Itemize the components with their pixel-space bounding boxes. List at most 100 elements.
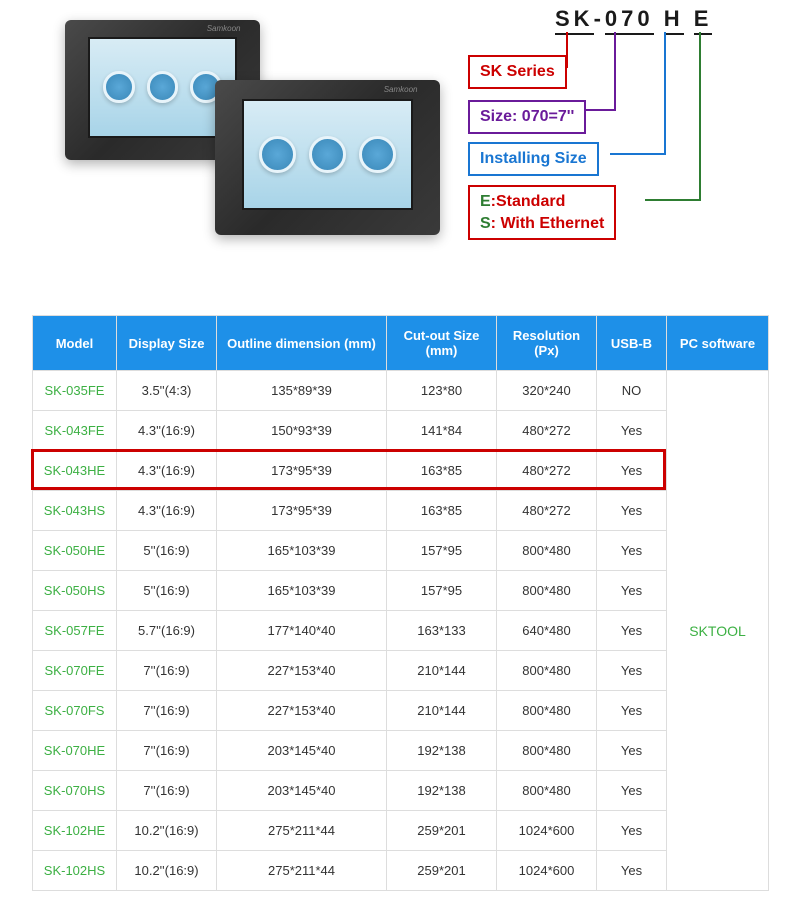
table-cell: SK-070FE — [33, 651, 117, 691]
table-cell: SK-035FE — [33, 371, 117, 411]
table-cell: 141*84 — [387, 411, 497, 451]
table-cell: 165*103*39 — [217, 571, 387, 611]
hmi-screen-icon — [309, 136, 346, 173]
table-row: SK-070FS7''(16:9)227*153*40210*144800*48… — [33, 691, 769, 731]
table-cell: SK-070FS — [33, 691, 117, 731]
table-cell: 227*153*40 — [217, 651, 387, 691]
table-cell: 480*272 — [497, 491, 597, 531]
table-header-cell: Model — [33, 316, 117, 371]
hmi-screen-icon — [359, 136, 396, 173]
table-cell: 275*211*44 — [217, 851, 387, 891]
table-cell: 640*480 — [497, 611, 597, 651]
table-cell: 192*138 — [387, 771, 497, 811]
table-cell: 135*89*39 — [217, 371, 387, 411]
table-cell: Yes — [597, 491, 667, 531]
table-header-cell: Display Size — [117, 316, 217, 371]
legend-standard: E:Standard S: With Ethernet — [468, 185, 616, 240]
table-cell: 275*211*44 — [217, 811, 387, 851]
table-cell: 800*480 — [497, 571, 597, 611]
table-row: SK-070FE7''(16:9)227*153*40210*144800*48… — [33, 651, 769, 691]
table-cell: 1024*600 — [497, 851, 597, 891]
table-cell: 4.3''(16:9) — [117, 411, 217, 451]
table-cell: 163*85 — [387, 451, 497, 491]
table-cell: SK-070HS — [33, 771, 117, 811]
hmi-brand-logo: Samkoon — [207, 24, 241, 33]
table-cell: 800*480 — [497, 731, 597, 771]
table-row: SK-057FE5.7''(16:9)177*140*40163*133640*… — [33, 611, 769, 651]
table-cell: 163*85 — [387, 491, 497, 531]
table-cell: 192*138 — [387, 731, 497, 771]
table-cell: SK-070HE — [33, 731, 117, 771]
legend-install: Installing Size — [468, 142, 599, 176]
table-cell: Yes — [597, 531, 667, 571]
table-row: SK-070HE7''(16:9)203*145*40192*138800*48… — [33, 731, 769, 771]
spec-table-container: ModelDisplay SizeOutline dimension (mm)C… — [0, 295, 800, 891]
table-cell: 203*145*40 — [217, 731, 387, 771]
hmi-device-image-front: Samkoon — [215, 80, 440, 235]
table-header-cell: Resolution (Px) — [497, 316, 597, 371]
table-cell: Yes — [597, 411, 667, 451]
table-cell: 165*103*39 — [217, 531, 387, 571]
table-cell: 800*480 — [497, 691, 597, 731]
table-header-cell: PC software — [667, 316, 769, 371]
table-cell: 157*95 — [387, 531, 497, 571]
table-cell: 203*145*40 — [217, 771, 387, 811]
table-header-cell: Cut-out Size (mm) — [387, 316, 497, 371]
table-row: SK-043FE4.3''(16:9)150*93*39141*84480*27… — [33, 411, 769, 451]
table-cell: Yes — [597, 611, 667, 651]
hmi-screen-icon — [147, 71, 179, 103]
table-cell: SK-043HS — [33, 491, 117, 531]
table-cell: Yes — [597, 811, 667, 851]
table-cell: 4.3''(16:9) — [117, 491, 217, 531]
pc-software-cell: SKTOOL — [667, 371, 769, 891]
table-cell: 173*95*39 — [217, 451, 387, 491]
legend-size: Size: 070=7'' — [468, 100, 586, 134]
table-cell: Yes — [597, 851, 667, 891]
table-cell: 150*93*39 — [217, 411, 387, 451]
hmi-screen-icon — [259, 136, 296, 173]
table-cell: 4.3''(16:9) — [117, 451, 217, 491]
table-cell: 210*144 — [387, 691, 497, 731]
table-cell: Yes — [597, 651, 667, 691]
table-cell: 480*272 — [497, 411, 597, 451]
table-cell: 259*201 — [387, 811, 497, 851]
table-row: SK-050HE5''(16:9)165*103*39157*95800*480… — [33, 531, 769, 571]
code-part-prefix: SK — [555, 6, 594, 35]
table-header-cell: USB-B — [597, 316, 667, 371]
hmi-brand-logo: Samkoon — [384, 85, 418, 94]
table-cell: Yes — [597, 451, 667, 491]
table-cell: 259*201 — [387, 851, 497, 891]
table-cell: 480*272 — [497, 451, 597, 491]
table-cell: 210*144 — [387, 651, 497, 691]
code-part-install: H — [664, 6, 684, 35]
table-header-row: ModelDisplay SizeOutline dimension (mm)C… — [33, 316, 769, 371]
table-cell: Yes — [597, 771, 667, 811]
table-row: SK-050HS5''(16:9)165*103*39157*95800*480… — [33, 571, 769, 611]
table-cell: 1024*600 — [497, 811, 597, 851]
table-cell: 7''(16:9) — [117, 731, 217, 771]
table-cell: 123*80 — [387, 371, 497, 411]
table-cell: SK-043FE — [33, 411, 117, 451]
table-cell: 800*480 — [497, 651, 597, 691]
table-cell: 177*140*40 — [217, 611, 387, 651]
model-code-header: SK-070 H E — [555, 6, 712, 32]
code-part-variant: E — [694, 6, 713, 35]
table-header-cell: Outline dimension (mm) — [217, 316, 387, 371]
table-cell: 800*480 — [497, 531, 597, 571]
table-cell: 5''(16:9) — [117, 571, 217, 611]
table-cell: 173*95*39 — [217, 491, 387, 531]
table-cell: 10.2''(16:9) — [117, 851, 217, 891]
code-part-size: 070 — [605, 6, 654, 35]
table-cell: 163*133 — [387, 611, 497, 651]
table-cell: SK-057FE — [33, 611, 117, 651]
table-row: SK-035FE3.5''(4:3)135*89*39123*80320*240… — [33, 371, 769, 411]
table-cell: 320*240 — [497, 371, 597, 411]
table-cell: SK-050HS — [33, 571, 117, 611]
table-row: SK-102HE10.2''(16:9)275*211*44259*201102… — [33, 811, 769, 851]
top-diagram-section: Samkoon Samkoon SK-070 H E SK Series Siz… — [0, 0, 800, 295]
table-cell: SK-043HE — [33, 451, 117, 491]
table-cell: 7''(16:9) — [117, 691, 217, 731]
table-cell: Yes — [597, 691, 667, 731]
table-cell: 3.5''(4:3) — [117, 371, 217, 411]
table-row: SK-043HS4.3''(16:9)173*95*39163*85480*27… — [33, 491, 769, 531]
